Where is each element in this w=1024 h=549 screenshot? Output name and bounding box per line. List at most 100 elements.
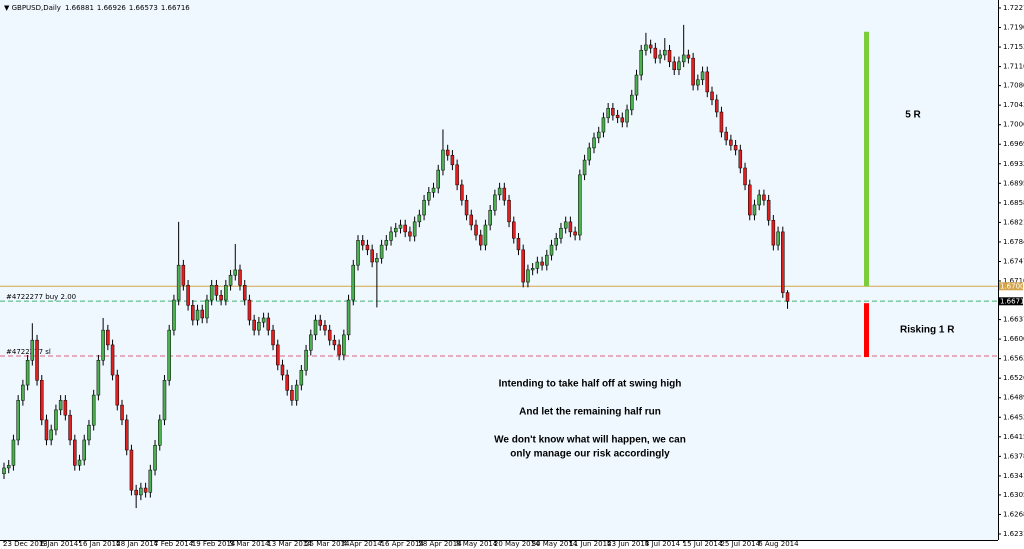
candle-body — [686, 54, 691, 59]
candle-body — [412, 221, 417, 237]
candle-body — [219, 295, 223, 301]
y-tick-label: 1.70060 — [1003, 121, 1024, 129]
candle-body — [710, 91, 714, 101]
candle-body — [266, 317, 271, 331]
candle-body — [403, 224, 407, 233]
y-tick-label: 1.64520 — [1003, 413, 1024, 421]
y-tick-label: 1.62680 — [1003, 510, 1024, 518]
candle-body — [181, 264, 186, 286]
candle-body — [294, 384, 299, 401]
y-tick-label: 1.71900 — [1003, 24, 1024, 32]
candle-body — [44, 419, 49, 441]
y-tick-label: 1.63780 — [1003, 452, 1024, 460]
x-tick-label: 4 Apr 2014 — [343, 540, 382, 548]
candle-body — [337, 344, 341, 356]
candle-body — [158, 419, 162, 446]
candle-body — [360, 240, 365, 246]
candle-body — [30, 339, 35, 361]
x-tick-label: 23 Jun 2014 — [607, 540, 650, 548]
candle-body — [299, 370, 304, 386]
candle-body — [49, 429, 53, 441]
candle-body — [327, 329, 332, 341]
x-tick-label: 30 May 2014 — [532, 540, 578, 548]
x-tick-label: 28 Jan 2014 — [116, 540, 159, 548]
y-tick-label: 1.69690 — [1003, 140, 1024, 148]
candle-body — [545, 254, 549, 266]
candle-body — [398, 224, 403, 229]
candle-body — [700, 71, 705, 81]
header-open: 1.66881 — [65, 4, 94, 12]
candle-body — [677, 61, 681, 71]
candle-body — [724, 131, 728, 141]
candle-body — [422, 199, 426, 216]
y-tick-label: 1.65630 — [1003, 355, 1024, 363]
candle-body — [332, 339, 337, 346]
candle-body — [309, 334, 313, 351]
candle-body — [785, 292, 790, 302]
candle-body — [21, 384, 25, 401]
bid-box — [999, 297, 1023, 306]
candle-body — [313, 319, 318, 336]
candle-body — [691, 57, 695, 86]
candle-body — [186, 284, 190, 306]
candle-body — [54, 409, 58, 431]
candle-body — [474, 224, 478, 236]
y-tick-label: 1.64150 — [1003, 433, 1024, 441]
y-tick-label: 1.70430 — [1003, 101, 1024, 109]
candle-body — [738, 149, 743, 169]
candle-body — [620, 117, 625, 123]
candle-body — [323, 325, 327, 331]
candle-body — [280, 364, 285, 376]
candle-body — [653, 47, 658, 59]
candle-body — [460, 184, 464, 201]
x-tick-label: 28 Apr 2014 — [418, 540, 462, 548]
y-tick-label: 1.66370 — [1003, 316, 1024, 324]
candle-body — [101, 329, 105, 361]
candle-body — [375, 258, 379, 263]
candle-body — [611, 108, 615, 116]
candle-body — [11, 439, 16, 466]
candle-body — [40, 380, 44, 421]
candle-body — [172, 299, 176, 331]
candle-body — [521, 249, 525, 283]
chart-header: ▼ GBPUSD,Daily 1.66881 1.66926 1.66573 1.667… — [4, 4, 190, 12]
candle-body — [630, 94, 634, 111]
candle-body — [2, 467, 6, 475]
x-tick-label: 3 Jul 2014 — [645, 540, 681, 548]
candle-body — [469, 214, 474, 226]
candle-body — [549, 244, 554, 256]
candle-body — [417, 214, 422, 223]
candle-body — [766, 199, 771, 221]
y-tick-label: 1.68950 — [1003, 179, 1024, 187]
candle-body — [162, 380, 167, 421]
y-tick-label: 1.68210 — [1003, 218, 1024, 226]
candle-body — [648, 44, 653, 49]
x-tick-label: 23 Dec 2013 — [3, 540, 48, 548]
x-tick-label: 16 Jan 2014 — [79, 540, 122, 548]
candle-body — [224, 284, 228, 301]
candle-body — [25, 359, 30, 386]
r-bar-label: 5 R — [905, 110, 921, 121]
candle-body — [752, 204, 757, 216]
candle-body — [714, 99, 719, 113]
candle-body — [663, 49, 667, 56]
candle-body — [58, 400, 63, 411]
candle-body — [370, 249, 374, 263]
candle-body — [342, 334, 346, 356]
x-tick-label: 19 Feb 2014 — [192, 540, 236, 548]
candle-body — [408, 231, 412, 237]
candle-body — [427, 192, 431, 201]
candle-body — [384, 240, 389, 246]
candle-body — [167, 329, 171, 381]
candle-body — [776, 231, 780, 246]
candle-body — [516, 237, 521, 251]
candle-body — [672, 61, 676, 71]
candle-body — [238, 269, 242, 286]
candle-body — [781, 231, 785, 293]
x-tick-label: 15 Jul 2014 — [683, 540, 723, 548]
candle-body — [195, 309, 200, 321]
y-tick-label: 1.67470 — [1003, 257, 1024, 265]
candle-body — [91, 394, 96, 426]
candle-body — [389, 231, 393, 241]
y-tick-label: 1.70800 — [1003, 82, 1024, 90]
